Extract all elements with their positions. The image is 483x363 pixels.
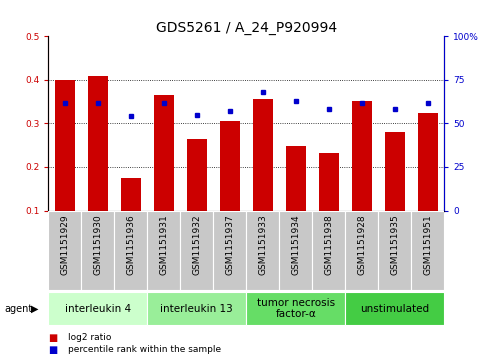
Bar — [345, 211, 378, 290]
Text: unstimulated: unstimulated — [360, 303, 429, 314]
Bar — [180, 211, 213, 290]
Text: log2 ratio: log2 ratio — [68, 333, 111, 342]
Bar — [378, 211, 412, 290]
Bar — [418, 113, 438, 211]
Text: GSM1151931: GSM1151931 — [159, 215, 168, 275]
Bar — [213, 211, 246, 290]
Bar — [121, 178, 141, 211]
Bar — [81, 211, 114, 290]
Text: GSM1151930: GSM1151930 — [93, 215, 102, 275]
Bar — [319, 153, 339, 211]
Text: interleukin 4: interleukin 4 — [65, 303, 131, 314]
Text: ■: ■ — [48, 333, 57, 343]
Text: GSM1151935: GSM1151935 — [390, 215, 399, 275]
Bar — [55, 80, 75, 211]
Bar — [352, 101, 372, 211]
Bar — [313, 211, 345, 290]
Text: GSM1151938: GSM1151938 — [325, 215, 333, 275]
Bar — [253, 99, 273, 211]
Bar — [48, 211, 81, 290]
Bar — [286, 146, 306, 211]
Text: percentile rank within the sample: percentile rank within the sample — [68, 345, 221, 354]
Bar — [114, 211, 147, 290]
Text: ▶: ▶ — [31, 303, 39, 314]
Bar — [147, 211, 180, 290]
Text: GSM1151933: GSM1151933 — [258, 215, 267, 275]
Bar — [246, 211, 279, 290]
Text: interleukin 13: interleukin 13 — [160, 303, 233, 314]
Text: GSM1151937: GSM1151937 — [226, 215, 234, 275]
Text: GSM1151928: GSM1151928 — [357, 215, 366, 275]
Text: GSM1151929: GSM1151929 — [60, 215, 69, 275]
Bar — [345, 292, 444, 325]
Bar — [412, 211, 444, 290]
Text: ■: ■ — [48, 344, 57, 355]
Bar — [88, 76, 108, 211]
Bar — [385, 132, 405, 211]
Bar — [48, 292, 147, 325]
Bar — [147, 292, 246, 325]
Text: GSM1151932: GSM1151932 — [192, 215, 201, 275]
Title: GDS5261 / A_24_P920994: GDS5261 / A_24_P920994 — [156, 21, 337, 35]
Text: GSM1151951: GSM1151951 — [424, 215, 432, 275]
Bar — [154, 95, 174, 211]
Text: GSM1151936: GSM1151936 — [127, 215, 135, 275]
Text: GSM1151934: GSM1151934 — [291, 215, 300, 275]
Bar — [246, 292, 345, 325]
Bar — [279, 211, 313, 290]
Bar — [220, 121, 240, 211]
Text: agent: agent — [5, 303, 33, 314]
Bar — [187, 139, 207, 211]
Text: tumor necrosis
factor-α: tumor necrosis factor-α — [257, 298, 335, 319]
